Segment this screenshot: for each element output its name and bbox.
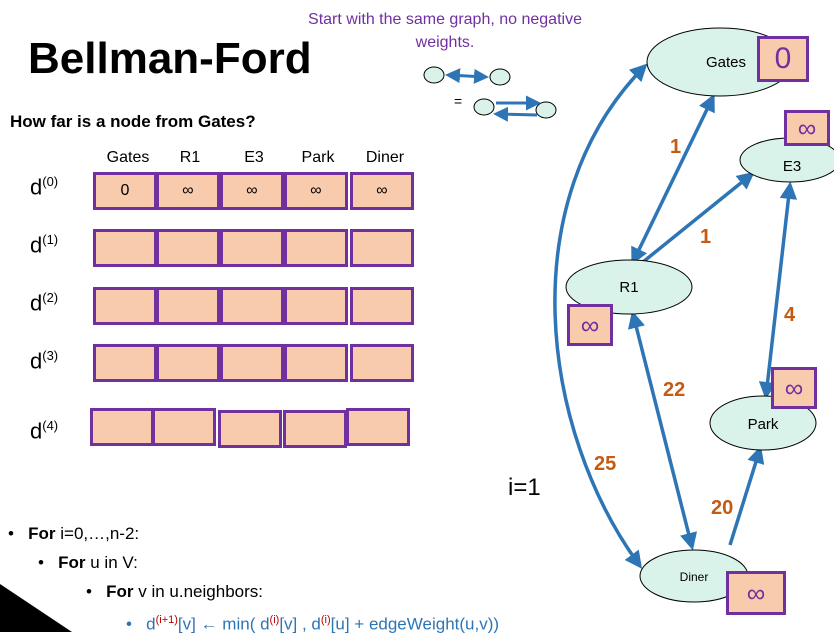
weight-r1-e3: 1: [700, 226, 711, 248]
table-cell: [346, 408, 410, 446]
node-park-label: Park: [748, 416, 779, 433]
node-diner-label: Diner: [680, 570, 709, 584]
weight-diner-park: 20: [711, 497, 733, 519]
legend-bidirectional-edge: [445, 68, 489, 84]
edge-e3-park: [758, 181, 798, 400]
table-cell: ∞: [156, 172, 220, 210]
algo-line-1: • For i=0,…,n-2:: [8, 524, 140, 543]
table-cell: [284, 229, 348, 267]
table-cell: [220, 229, 284, 267]
column-header-e3: E3: [244, 149, 264, 166]
equals-sign: =: [454, 93, 463, 109]
table-cell: [93, 229, 157, 267]
weight-gates-r1: 1: [670, 136, 681, 158]
table-cell: [156, 344, 220, 382]
edge-gates-diner: [553, 63, 648, 569]
column-header-gates: Gates: [106, 149, 150, 166]
bullet-icon: •: [38, 553, 59, 572]
column-header-diner: Diner: [365, 149, 405, 166]
weight-e3-park: 4: [784, 304, 796, 326]
distance-box-diner: ∞: [726, 571, 786, 615]
bullet-icon: •: [86, 582, 107, 601]
table-cell: [284, 344, 348, 382]
page-title: Bellman-Ford: [28, 34, 312, 83]
distance-box-e3: ∞: [784, 110, 830, 146]
legend-node-icon: [473, 98, 495, 116]
row-label-d2: d(2): [30, 290, 59, 316]
node-r1: [565, 259, 693, 315]
node-r1-label: R1: [619, 279, 638, 296]
table-cell: [284, 287, 348, 325]
weight-r1-diner: 22: [663, 379, 685, 401]
table-cell: [350, 287, 414, 325]
table-cell: [93, 344, 157, 382]
edge-r1-e3: [636, 171, 755, 268]
edge-r1-diner: [627, 310, 698, 551]
table-cell: [220, 287, 284, 325]
table-cell: ∞: [284, 172, 348, 210]
table-cell: [156, 287, 220, 325]
edge-diner-park: [728, 445, 765, 546]
legend-node-icon: [423, 66, 445, 84]
table-cell: 0: [93, 172, 157, 210]
table-cell: [90, 408, 154, 446]
note-text: Start with the same graph, no negative w…: [308, 11, 582, 51]
row-label-d0: d(0): [30, 174, 59, 200]
node-gates-label: Gates: [706, 54, 746, 71]
row-label-d3: d(3): [30, 348, 59, 374]
node-park: [709, 395, 817, 451]
bullet-icon: •: [8, 524, 29, 543]
table-cell: [220, 344, 284, 382]
table-cell: [152, 408, 216, 446]
column-header-r1: R1: [179, 149, 201, 166]
legend-backward-edge: [493, 106, 538, 122]
distance-box-gates: 0: [757, 36, 809, 82]
table-cell: ∞: [350, 172, 414, 210]
table-cell: ∞: [220, 172, 284, 210]
node-e3-label: E3: [783, 158, 801, 175]
table-cell: [283, 410, 347, 448]
column-header-park: Park: [301, 149, 335, 166]
legend-node-icon: [535, 101, 557, 119]
legend-node-icon: [489, 68, 511, 86]
question-text: How far is a node from Gates?: [10, 112, 256, 131]
bullet-icon: •: [126, 614, 147, 634]
table-cell: [93, 287, 157, 325]
weight-gates-diner: 25: [594, 453, 616, 475]
table-cell: [156, 229, 220, 267]
table-cell: [218, 410, 282, 448]
algo-line-3: • For v in u.neighbors:: [86, 582, 263, 601]
table-cell: [350, 229, 414, 267]
distance-box-r1: ∞: [567, 304, 613, 346]
legend-diagram: [423, 66, 557, 122]
iteration-label: i=1: [508, 474, 541, 501]
table-cell: [350, 344, 414, 382]
algo-line-4: • d(i+1)[v] ← min( d(i)[v] , d(i)[u] + e…: [126, 614, 500, 634]
algo-line-2: • For u in V:: [38, 553, 138, 572]
row-label-d1: d(1): [30, 232, 59, 258]
distance-box-park: ∞: [771, 367, 817, 409]
row-label-d4: d(4): [30, 418, 59, 444]
